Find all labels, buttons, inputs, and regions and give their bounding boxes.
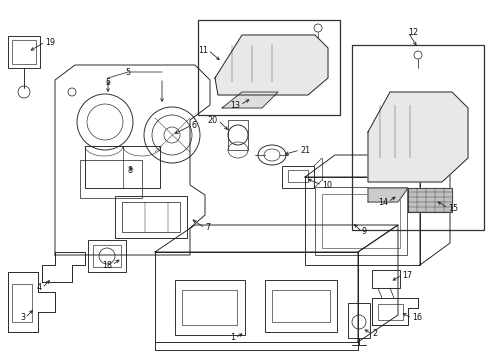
Bar [80,160,142,198]
Text: 12: 12 [407,27,417,36]
Bar [175,280,244,335]
Bar [115,196,186,238]
Bar [85,146,160,188]
Text: 19: 19 [45,37,55,46]
Polygon shape [407,188,451,212]
Text: 17: 17 [401,270,411,279]
Bar [347,303,369,338]
Bar [8,36,40,68]
Bar [271,290,329,322]
Bar [351,45,483,230]
Text: 5: 5 [125,68,130,77]
Text: 11: 11 [198,45,207,54]
Bar [305,177,419,265]
Text: 10: 10 [321,180,331,189]
Text: 1: 1 [229,333,235,342]
Bar [314,187,406,255]
Text: 9: 9 [361,228,366,237]
Text: 20: 20 [207,116,218,125]
Text: 3: 3 [20,314,25,323]
Text: 18: 18 [102,261,112,270]
Text: 16: 16 [411,314,421,323]
Bar [371,270,399,288]
Polygon shape [215,35,327,95]
Polygon shape [367,188,407,202]
Text: 8: 8 [127,166,132,175]
Bar [198,20,339,115]
Text: 4: 4 [37,284,42,292]
Bar [88,240,126,272]
Text: 7: 7 [204,224,210,233]
Text: 21: 21 [299,145,309,154]
Bar [321,194,399,248]
Text: 15: 15 [447,203,457,212]
Bar [264,280,336,332]
Text: 14: 14 [377,198,387,207]
Bar [182,290,237,325]
Text: 6: 6 [192,121,197,130]
Text: 5: 5 [105,77,110,86]
Polygon shape [222,92,278,108]
Bar [282,166,313,188]
Text: 2: 2 [371,329,376,338]
Text: 13: 13 [229,100,240,109]
Bar [287,170,307,182]
Bar [93,245,121,267]
Bar [227,120,247,150]
Bar [377,304,402,320]
Bar [12,40,36,64]
Bar [122,202,180,232]
Polygon shape [367,92,467,182]
Bar [12,284,32,322]
